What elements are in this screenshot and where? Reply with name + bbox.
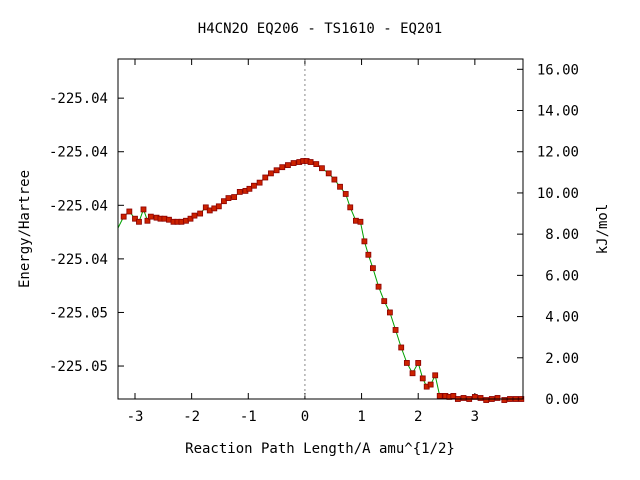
data-point [342,191,349,197]
data-point [477,395,484,401]
plot-frame [117,58,524,400]
data-point [268,170,274,177]
chart-title: H4CN2O EQ206 - TS1610 - EQ201 [198,21,442,37]
data-point [187,215,194,222]
data-point [403,360,410,366]
y-right-tick-label: 14.00 [537,104,579,120]
y-left-tick-label: -225.04 [49,91,108,107]
data-point [375,283,382,290]
y-left-tick-label: -225.04 [49,198,108,214]
y-left-tick-label: -225.04 [49,145,108,161]
data-point [191,212,198,219]
x-tick-label: -2 [183,409,200,425]
data-point [381,298,388,305]
data-point [398,344,405,351]
data-point [325,170,332,177]
x-tick-label: -1 [240,409,257,425]
data-point [290,160,297,166]
data-point [221,198,227,205]
data-point [262,174,269,181]
data-point [436,393,443,399]
data-point [483,397,490,403]
y-right-tick-label: 8.00 [545,227,579,243]
x-tick-label: -3 [127,409,144,425]
data-point [386,309,393,316]
data-point [307,159,314,165]
y-axis-right-label: kJ/mol [595,204,611,255]
data-point [347,204,354,211]
y-right-tick-label: 16.00 [537,62,579,78]
axis-ticks: -3 -2 -1 0 1 2 3 -225.05 -225.05 -225.04 -225.04 -2… [49,59,579,425]
y-right-tick-label: 4.00 [545,310,579,326]
y-right-tick-label: 6.00 [545,268,579,284]
y-left-tick-label: -225.05 [49,305,108,321]
plot-area [117,59,525,403]
data-point [285,162,291,169]
data-point [136,218,142,225]
data-point [132,215,138,222]
data-point [450,393,457,399]
x-tick-label: 1 [357,409,365,425]
y-left-tick-label: -225.05 [49,359,108,375]
data-point [225,195,232,201]
y-right-tick-label: 12.00 [537,145,579,161]
data-point [460,395,467,401]
x-tick-label: 0 [301,409,309,425]
x-tick-label: 2 [414,409,422,425]
data-point [392,327,399,333]
data-point [273,167,280,174]
data-point [357,218,364,225]
y-right-tick-label: 0.00 [545,392,579,408]
data-point [409,370,416,377]
energy-series-line [117,160,522,401]
data-point [369,265,376,272]
y-right-tick-label: 10.00 [537,186,579,202]
data-point [361,238,368,245]
data-point [147,213,154,220]
x-axis-label: Reaction Path Length/A amu^{1/2} [185,441,455,457]
data-point [279,164,286,171]
data-point [215,203,222,210]
y-left-tick-label: -225.04 [49,252,108,268]
data-point [415,360,422,366]
y-right-tick-label: 2.00 [545,351,579,367]
data-point [251,182,257,189]
data-point [197,210,204,217]
data-point [419,375,426,382]
data-point [432,372,439,379]
data-point [331,176,338,183]
data-point [501,397,508,403]
data-point [494,395,501,401]
data-point [126,208,133,215]
data-point [365,251,372,258]
data-point [140,206,147,213]
data-point [427,381,434,388]
data-point [319,165,325,172]
y-axis-left-label: Energy/Hartree [17,170,33,288]
data-point [256,179,263,186]
data-point [246,185,253,192]
data-point [231,194,238,200]
data-point [313,161,320,167]
data-point [144,217,151,224]
data-point [202,204,209,211]
data-point [120,213,127,220]
data-point [236,189,243,195]
x-tick-label: 3 [471,409,479,425]
data-point [337,183,343,190]
